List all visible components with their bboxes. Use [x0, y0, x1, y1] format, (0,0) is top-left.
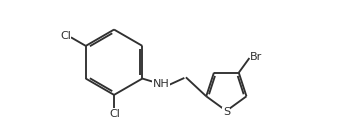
Text: Br: Br: [250, 52, 263, 62]
Text: Cl: Cl: [60, 31, 71, 41]
Text: Cl: Cl: [110, 108, 121, 119]
Text: S: S: [223, 108, 230, 117]
Text: NH: NH: [153, 79, 170, 89]
